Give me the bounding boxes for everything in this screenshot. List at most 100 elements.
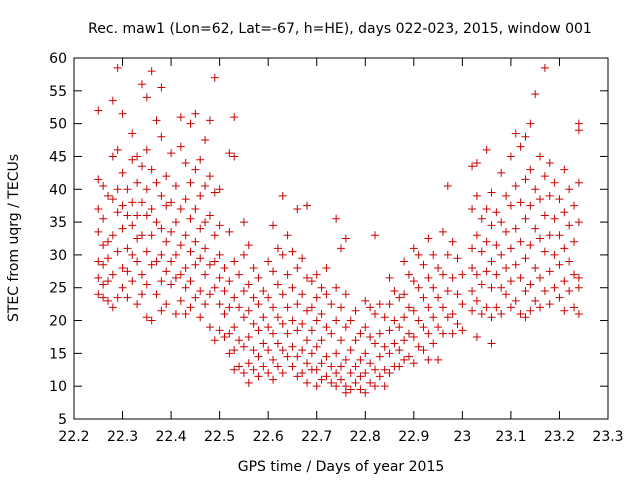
data-point (249, 264, 258, 273)
data-point (239, 369, 248, 378)
data-point (225, 277, 234, 286)
data-point (162, 201, 171, 210)
data-point (487, 339, 496, 348)
data-point (419, 293, 428, 302)
data-point (351, 336, 360, 345)
data-point (113, 63, 122, 72)
data-point (264, 257, 273, 266)
y-tick-label: 20 (49, 314, 67, 330)
data-point (123, 267, 132, 276)
data-point (395, 346, 404, 355)
data-point (560, 208, 569, 217)
data-point (128, 277, 137, 286)
data-point (570, 201, 579, 210)
data-point (395, 293, 404, 302)
data-point (502, 227, 511, 236)
data-point (555, 231, 564, 240)
data-point (113, 208, 122, 217)
data-point (99, 241, 108, 250)
data-point (293, 326, 302, 335)
data-point (375, 372, 384, 381)
data-point (536, 303, 545, 312)
data-point (511, 260, 520, 269)
data-point (341, 388, 350, 397)
data-point (196, 155, 205, 164)
data-point (404, 352, 413, 361)
data-point (356, 355, 365, 364)
data-point (312, 342, 321, 351)
x-tick-label: 22.7 (301, 429, 332, 445)
data-point (162, 237, 171, 246)
data-point (487, 221, 496, 230)
data-point (574, 273, 583, 282)
data-point (181, 309, 190, 318)
data-point (341, 323, 350, 332)
data-point (448, 329, 457, 338)
data-point (205, 172, 214, 181)
data-point (196, 224, 205, 233)
y-tick-label: 45 (49, 149, 67, 165)
data-point (196, 287, 205, 296)
data-point (133, 257, 142, 266)
data-point (375, 329, 384, 338)
data-point (536, 273, 545, 282)
data-point (94, 273, 103, 282)
data-point (142, 280, 151, 289)
data-point (137, 80, 146, 89)
data-point (230, 323, 239, 332)
data-point (162, 267, 171, 276)
data-point (103, 237, 112, 246)
data-point (94, 257, 103, 266)
data-point (128, 198, 137, 207)
data-point (167, 257, 176, 266)
x-tick-label: 22.5 (204, 429, 235, 445)
data-point (438, 303, 447, 312)
data-point (181, 264, 190, 273)
data-point (570, 270, 579, 279)
data-point (123, 293, 132, 302)
data-point (191, 293, 200, 302)
data-point (565, 185, 574, 194)
data-point (409, 359, 418, 368)
data-point (273, 362, 282, 371)
y-axis-label: STEC from uqrg / TECUs (6, 154, 22, 322)
data-point (303, 378, 312, 387)
data-point (133, 178, 142, 187)
data-point (477, 247, 486, 256)
data-point (516, 237, 525, 246)
data-point (356, 372, 365, 381)
data-point (307, 303, 316, 312)
data-point (545, 159, 554, 168)
data-point (574, 283, 583, 292)
data-point (482, 145, 491, 154)
data-point (351, 362, 360, 371)
data-point (574, 309, 583, 318)
data-point (497, 250, 506, 259)
data-point (458, 270, 467, 279)
data-point (254, 273, 263, 282)
data-point (269, 221, 278, 230)
data-point (191, 237, 200, 246)
data-point (506, 303, 515, 312)
data-point (244, 359, 253, 368)
data-point (118, 201, 127, 210)
data-point (361, 388, 370, 397)
data-point (545, 267, 554, 276)
data-point (337, 362, 345, 371)
data-point (244, 241, 253, 250)
data-point (458, 326, 467, 335)
data-point (210, 231, 219, 240)
data-point (244, 332, 253, 341)
data-point (380, 365, 389, 374)
data-point (312, 316, 321, 325)
data-point (341, 290, 350, 299)
data-point (487, 257, 496, 266)
data-point (152, 218, 161, 227)
data-point (113, 293, 122, 302)
data-point (278, 369, 287, 378)
data-point (560, 244, 569, 253)
data-point (99, 181, 108, 190)
data-point (230, 113, 239, 122)
data-point (239, 218, 248, 227)
data-point (472, 332, 481, 341)
